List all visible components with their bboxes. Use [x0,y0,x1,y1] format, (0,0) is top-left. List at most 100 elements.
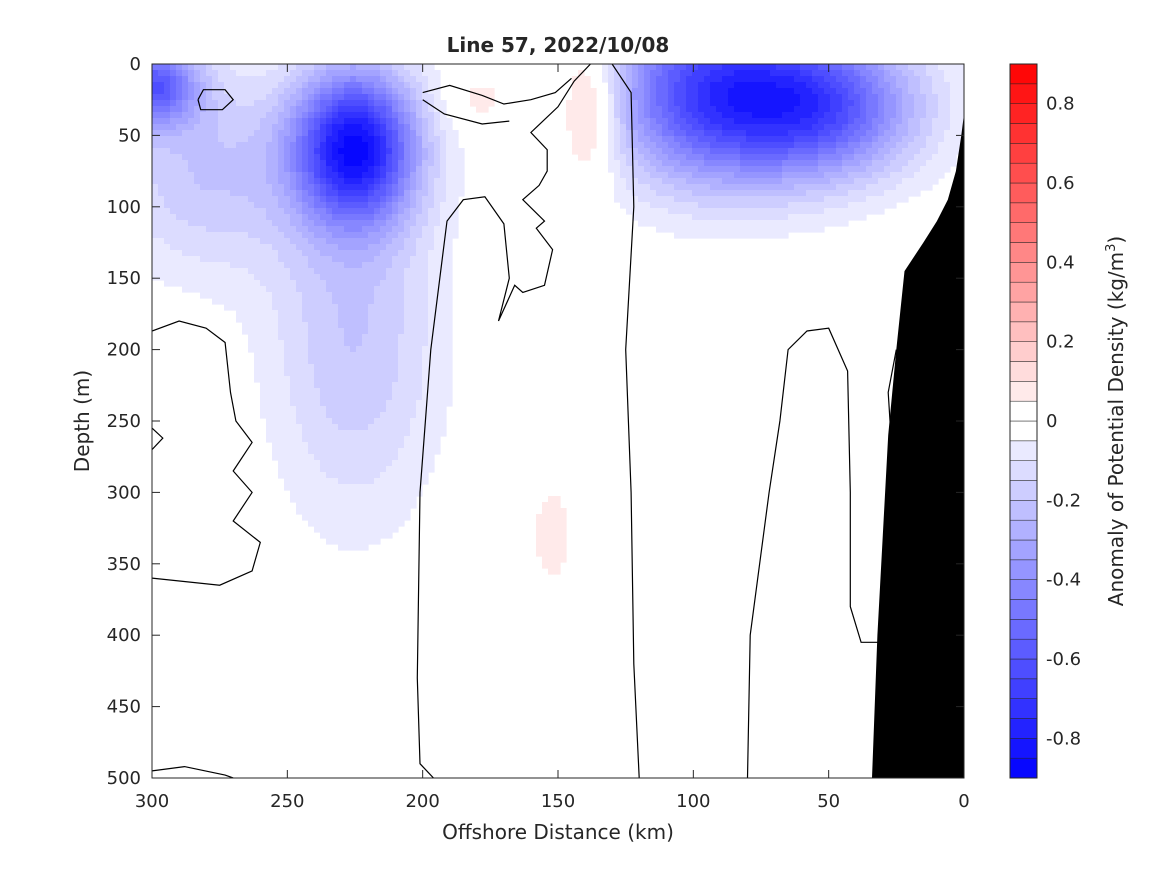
field-cell [194,250,201,257]
field-cell [758,148,765,155]
field-cell [200,64,207,71]
field-cell [404,454,411,461]
field-cell [248,262,255,269]
field-cell [404,178,411,185]
field-cell [290,490,297,497]
field-cell [314,376,321,383]
field-cell [434,118,441,125]
field-cell [224,106,231,113]
field-cell [722,136,729,143]
field-cell [944,136,951,143]
field-cell [398,442,405,449]
field-cell [320,424,327,431]
field-cell [764,214,771,221]
field-cell [326,430,333,437]
field-cell [254,322,261,329]
field-cell [638,94,645,101]
field-cell [422,442,429,449]
field-cell [344,118,351,125]
field-cell [404,334,411,341]
field-cell [206,136,213,143]
field-cell [332,514,339,521]
field-cell [878,178,885,185]
field-cell [824,64,831,71]
field-cell [710,232,717,239]
field-cell [428,220,435,227]
field-cell [668,196,675,203]
field-cell [260,346,267,353]
field-cell [428,388,435,395]
field-cell [248,340,255,347]
field-cell [200,202,207,209]
field-cell [368,178,375,185]
field-cell [848,172,855,179]
field-cell [206,154,213,161]
field-cell [890,64,897,71]
field-cell [308,352,315,359]
field-cell [776,142,783,149]
field-cell [314,526,321,533]
field-cell [932,172,939,179]
field-cell [170,244,177,251]
field-cell [914,190,921,197]
field-cell [422,400,429,407]
field-cell [296,376,303,383]
field-cell [422,142,429,149]
field-cell [788,154,795,161]
field-cell [896,106,903,113]
field-cell [332,424,339,431]
field-cell [896,88,903,95]
field-cell [752,130,759,137]
field-cell [386,436,393,443]
field-cell [284,430,291,437]
field-cell [842,208,849,215]
field-cell [368,382,375,389]
field-cell [578,94,585,101]
field-cell [374,370,381,377]
field-cell [170,112,177,119]
field-cell [356,196,363,203]
field-cell [344,82,351,89]
field-cell [746,226,753,233]
field-cell [260,94,267,101]
field-cell [158,118,165,125]
field-cell [770,190,777,197]
field-cell [410,424,417,431]
field-cell [188,250,195,257]
field-cell [722,220,729,227]
field-cell [806,136,813,143]
field-cell [704,118,711,125]
field-cell [266,226,273,233]
field-cell [434,154,441,161]
field-cell [374,298,381,305]
field-cell [380,382,387,389]
field-cell [284,316,291,323]
field-cell [176,130,183,137]
field-cell [884,82,891,89]
field-cell [416,154,423,161]
field-cell [152,88,159,95]
field-cell [392,478,399,485]
field-cell [278,184,285,191]
field-cell [950,64,957,71]
field-cell [710,190,717,197]
field-cell [158,220,165,227]
field-cell [842,184,849,191]
field-cell [230,106,237,113]
field-cell [242,328,249,335]
field-cell [236,124,243,131]
field-cell [386,460,393,467]
field-cell [368,142,375,149]
field-cell [398,394,405,401]
field-cell [842,196,849,203]
field-cell [410,76,417,83]
field-cell [410,430,417,437]
field-cell [854,118,861,125]
field-cell [278,238,285,245]
field-cell [368,364,375,371]
field-cell [944,142,951,149]
field-cell [860,202,867,209]
field-cell [290,472,297,479]
field-cell [266,256,273,263]
field-cell [200,124,207,131]
